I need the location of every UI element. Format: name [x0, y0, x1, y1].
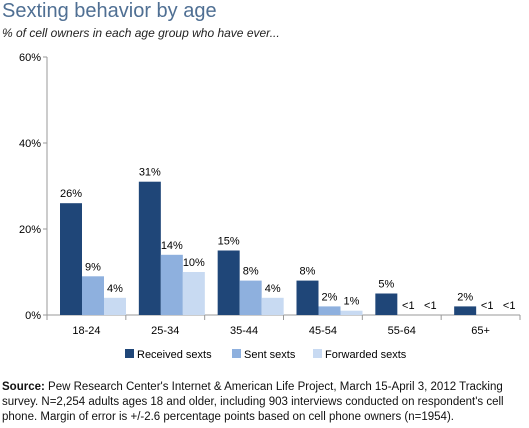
y-tick-label: 0% [25, 310, 41, 322]
x-tick-label: 55-64 [388, 325, 416, 337]
bar-1-1 [160, 254, 183, 315]
data-label: 26% [60, 188, 82, 200]
data-label: <1 [402, 300, 415, 312]
source-note: Source: Pew Research Center's Internet &… [2, 380, 527, 425]
data-label: <1 [424, 300, 437, 312]
bar-0-3 [296, 280, 319, 315]
legend-label: Forwarded sexts [325, 349, 407, 361]
data-label: 4% [265, 283, 281, 295]
bar-1-3 [318, 306, 341, 315]
data-label: <1 [503, 300, 516, 312]
data-label: 14% [161, 240, 183, 252]
data-label: 1% [344, 296, 360, 308]
x-tick-label: 18-24 [72, 325, 100, 337]
bar-1-2 [239, 280, 262, 315]
bar-chart: 0% 20% 40% 60% 26% 9% 4% 18-24 31% 14%10% 25-34 15%… [19, 52, 521, 361]
chart-title: Sexting behavior by age [2, 0, 217, 22]
x-tick-label: 45-54 [309, 325, 337, 337]
x-tick-label: 25-34 [151, 325, 179, 337]
data-label: 2% [457, 291, 473, 303]
chart-subtitle: % of cell owners in each age group who h… [2, 26, 280, 40]
y-tick-label: 60% [19, 52, 41, 64]
bar-0-4 [375, 293, 398, 315]
data-label: 31% [139, 167, 161, 179]
bar-2-1 [182, 272, 205, 315]
legend-label: Received sexts [137, 349, 212, 361]
data-label: <1 [481, 300, 494, 312]
source-label: Source: [2, 381, 45, 393]
y-tick-label: 40% [19, 138, 41, 150]
bar-0-1 [138, 181, 161, 315]
x-tick-label: 65+ [471, 325, 490, 337]
data-label: 15% [218, 236, 240, 248]
bar-0-0 [60, 203, 82, 315]
bar-2-0 [104, 297, 126, 315]
y-tick-label: 20% [19, 224, 41, 236]
data-label: 4% [107, 283, 123, 295]
bar-2-2 [261, 297, 284, 315]
bar-1-0 [82, 276, 104, 315]
legend-swatch [232, 349, 241, 358]
data-label: 5% [378, 279, 394, 291]
bar-0-2 [217, 250, 240, 315]
legend-swatch [313, 349, 322, 358]
data-label: 10% [183, 257, 205, 269]
data-label: 9% [85, 261, 101, 273]
bar-2-3 [340, 310, 363, 315]
source-text: Pew Research Center's Internet & America… [2, 381, 504, 423]
x-tick-label: 35-44 [230, 325, 258, 337]
legend-label: Sent sexts [244, 349, 296, 361]
data-label: 2% [322, 291, 338, 303]
data-label: 8% [300, 266, 316, 278]
data-label: 8% [243, 266, 259, 278]
legend-swatch [125, 349, 134, 358]
bar-0-5 [454, 306, 477, 315]
